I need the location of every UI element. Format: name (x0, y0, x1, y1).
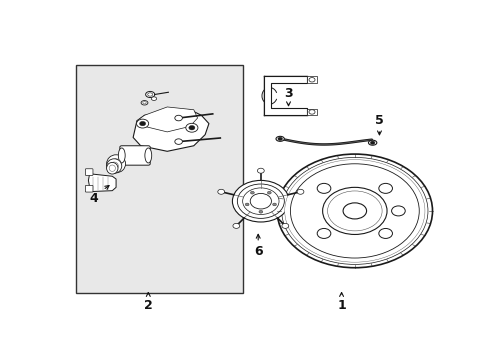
Circle shape (245, 203, 248, 206)
Circle shape (317, 229, 330, 238)
Circle shape (277, 154, 432, 268)
Circle shape (317, 183, 330, 193)
Circle shape (242, 188, 279, 215)
Circle shape (277, 137, 282, 140)
Circle shape (175, 139, 182, 144)
Circle shape (284, 159, 424, 262)
Ellipse shape (109, 165, 115, 171)
Circle shape (188, 126, 195, 130)
Ellipse shape (151, 97, 156, 100)
Circle shape (282, 223, 288, 228)
Text: 5: 5 (374, 114, 383, 127)
Bar (307, 109, 316, 115)
Circle shape (267, 191, 271, 194)
Ellipse shape (147, 93, 152, 96)
Circle shape (259, 210, 262, 213)
Circle shape (272, 203, 276, 206)
Ellipse shape (111, 159, 121, 169)
Circle shape (308, 110, 314, 114)
Circle shape (175, 115, 182, 121)
Text: 3: 3 (284, 87, 292, 100)
Ellipse shape (343, 203, 366, 219)
Ellipse shape (144, 148, 151, 163)
Circle shape (185, 123, 198, 132)
Ellipse shape (106, 162, 118, 174)
Bar (76, 66, 243, 293)
FancyBboxPatch shape (85, 185, 93, 192)
Circle shape (232, 180, 289, 222)
Ellipse shape (368, 140, 376, 145)
Text: 4: 4 (89, 192, 98, 205)
Circle shape (281, 157, 427, 264)
Circle shape (250, 191, 254, 194)
Circle shape (297, 189, 303, 194)
Ellipse shape (141, 100, 147, 105)
FancyBboxPatch shape (120, 146, 150, 165)
Ellipse shape (275, 136, 284, 141)
Ellipse shape (118, 148, 125, 163)
Ellipse shape (110, 162, 118, 170)
Circle shape (369, 141, 374, 144)
Ellipse shape (145, 91, 154, 98)
Circle shape (237, 184, 284, 219)
Circle shape (232, 223, 239, 228)
Ellipse shape (106, 159, 122, 173)
FancyBboxPatch shape (85, 169, 93, 175)
Circle shape (391, 206, 405, 216)
Circle shape (217, 189, 224, 194)
Circle shape (257, 168, 264, 173)
Circle shape (322, 187, 386, 234)
Polygon shape (133, 110, 208, 151)
Circle shape (308, 77, 314, 82)
Circle shape (378, 183, 392, 193)
Circle shape (327, 191, 381, 231)
Circle shape (139, 121, 145, 126)
Bar (307, 76, 316, 83)
Polygon shape (137, 107, 197, 132)
Circle shape (250, 193, 271, 209)
Text: 6: 6 (253, 244, 262, 258)
Polygon shape (264, 76, 307, 115)
Circle shape (136, 119, 148, 128)
Ellipse shape (106, 155, 125, 173)
Polygon shape (88, 172, 116, 192)
Text: 2: 2 (143, 299, 152, 312)
Circle shape (290, 164, 418, 258)
Circle shape (378, 229, 392, 238)
Ellipse shape (142, 102, 146, 104)
Text: 1: 1 (337, 299, 345, 312)
